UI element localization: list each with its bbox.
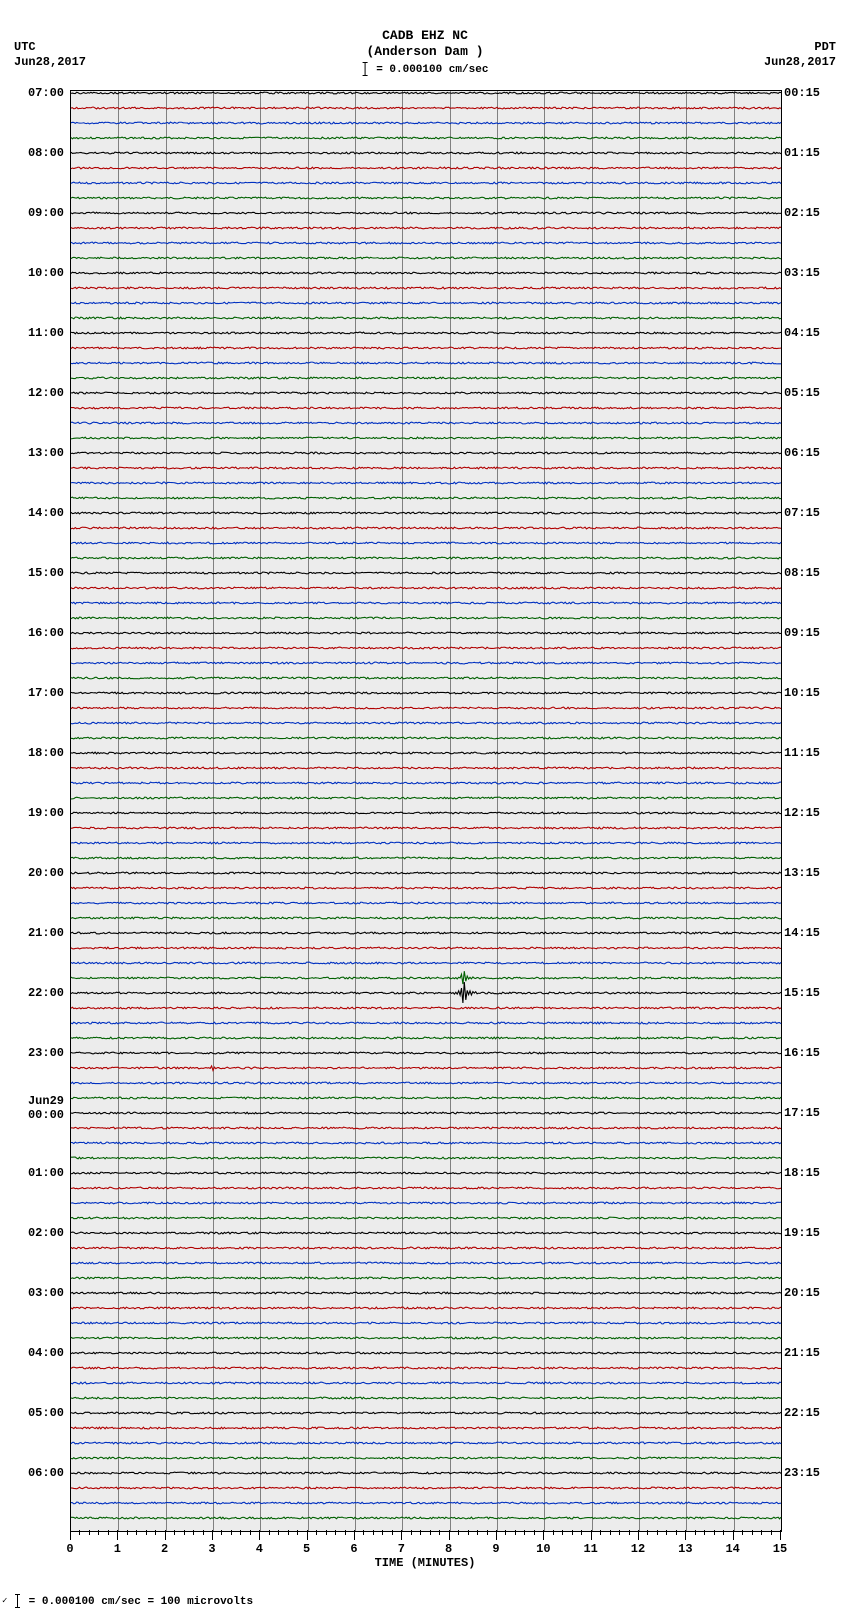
x-tick-label: 14 — [725, 1542, 739, 1556]
pdt-hour-label: 14:15 — [784, 926, 844, 940]
utc-hour-label: 04:00 — [14, 1346, 64, 1360]
date-right: Jun28,2017 — [764, 55, 836, 69]
scale-text: = 0.000100 cm/sec — [376, 64, 488, 76]
utc-hour-label: 17:00 — [14, 686, 64, 700]
pdt-hour-label: 20:15 — [784, 1286, 844, 1300]
scale-indicator: = 0.000100 cm/sec — [362, 62, 489, 76]
footer-scale: ✓ = 0.000100 cm/sec = 100 microvolts — [2, 1594, 253, 1608]
utc-hour-label: 15:00 — [14, 566, 64, 580]
x-tick-label: 12 — [631, 1542, 645, 1556]
utc-hour-label: 21:00 — [14, 926, 64, 940]
x-tick-label: 0 — [66, 1542, 73, 1556]
pdt-hour-label: 01:15 — [784, 146, 844, 160]
utc-hour-label: 03:00 — [14, 1286, 64, 1300]
x-tick-label: 11 — [583, 1542, 597, 1556]
pdt-hour-label: 07:15 — [784, 506, 844, 520]
date-left: Jun28,2017 — [14, 55, 86, 69]
utc-hour-label: 19:00 — [14, 806, 64, 820]
pdt-hour-label: 22:15 — [784, 1406, 844, 1420]
seismogram-plot — [70, 90, 782, 1532]
pdt-hour-label: 04:15 — [784, 326, 844, 340]
utc-hour-label: 06:00 — [14, 1466, 64, 1480]
pdt-hour-label: 16:15 — [784, 1046, 844, 1060]
utc-hour-label: Jun2900:00 — [14, 1094, 64, 1122]
pdt-hour-label: 12:15 — [784, 806, 844, 820]
seismogram-container: CADB EHZ NC (Anderson Dam ) = 0.000100 c… — [0, 0, 850, 1613]
pdt-hour-label: 09:15 — [784, 626, 844, 640]
station-name: (Anderson Dam ) — [366, 44, 483, 59]
utc-hour-label: 23:00 — [14, 1046, 64, 1060]
utc-hour-label: 09:00 — [14, 206, 64, 220]
utc-hour-label: 10:00 — [14, 266, 64, 280]
pdt-hour-label: 11:15 — [784, 746, 844, 760]
pdt-hour-label: 05:15 — [784, 386, 844, 400]
pdt-hour-label: 06:15 — [784, 446, 844, 460]
pdt-hour-label: 18:15 — [784, 1166, 844, 1180]
x-tick-label: 5 — [303, 1542, 310, 1556]
utc-hour-label: 02:00 — [14, 1226, 64, 1240]
utc-hour-label: 16:00 — [14, 626, 64, 640]
pdt-hour-label: 13:15 — [784, 866, 844, 880]
footer-text: = 0.000100 cm/sec = 100 microvolts — [29, 1596, 253, 1608]
x-tick-label: 1 — [114, 1542, 121, 1556]
station-code: CADB EHZ NC — [382, 28, 468, 43]
x-tick-label: 6 — [350, 1542, 357, 1556]
utc-hour-label: 07:00 — [14, 86, 64, 100]
x-tick-label: 13 — [678, 1542, 692, 1556]
tz-right: PDT — [814, 40, 836, 54]
x-tick-label: 3 — [208, 1542, 215, 1556]
x-tick-label: 9 — [492, 1542, 499, 1556]
x-tick-label: 2 — [161, 1542, 168, 1556]
x-tick-label: 8 — [445, 1542, 452, 1556]
x-axis-title: TIME (MINUTES) — [375, 1556, 476, 1570]
x-tick-label: 10 — [536, 1542, 550, 1556]
pdt-hour-label: 02:15 — [784, 206, 844, 220]
utc-hour-label: 22:00 — [14, 986, 64, 1000]
utc-hour-label: 08:00 — [14, 146, 64, 160]
x-tick-label: 15 — [773, 1542, 787, 1556]
utc-hour-label: 12:00 — [14, 386, 64, 400]
pdt-hour-label: 03:15 — [784, 266, 844, 280]
utc-hour-label: 05:00 — [14, 1406, 64, 1420]
pdt-hour-label: 00:15 — [784, 86, 844, 100]
pdt-hour-label: 17:15 — [784, 1106, 844, 1120]
pdt-hour-label: 19:15 — [784, 1226, 844, 1240]
x-tick-label: 4 — [256, 1542, 263, 1556]
utc-hour-label: 14:00 — [14, 506, 64, 520]
pdt-hour-label: 15:15 — [784, 986, 844, 1000]
utc-hour-label: 11:00 — [14, 326, 64, 340]
utc-hour-label: 13:00 — [14, 446, 64, 460]
utc-hour-label: 20:00 — [14, 866, 64, 880]
pdt-hour-label: 10:15 — [784, 686, 844, 700]
x-axis: 0123456789101112131415 — [70, 1530, 780, 1540]
x-tick-label: 7 — [398, 1542, 405, 1556]
tz-left: UTC — [14, 40, 36, 54]
pdt-hour-label: 23:15 — [784, 1466, 844, 1480]
pdt-hour-label: 08:15 — [784, 566, 844, 580]
pdt-hour-label: 21:15 — [784, 1346, 844, 1360]
utc-hour-label: 01:00 — [14, 1166, 64, 1180]
utc-hour-label: 18:00 — [14, 746, 64, 760]
